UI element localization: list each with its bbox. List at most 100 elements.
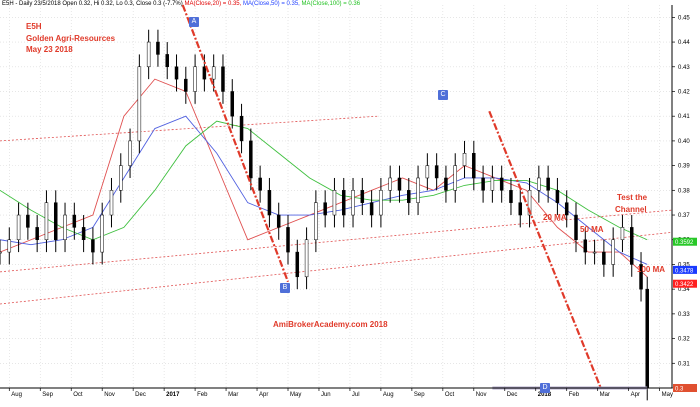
x-tick-label: May [662,392,673,398]
ma50-annotation: 50 MA [580,225,604,234]
price-candle [453,165,457,191]
price-candle [629,227,634,265]
x-tick-label: Jun [321,392,331,398]
x-tick-label: May [290,392,301,398]
test-channel-label-2: Channel [615,205,647,214]
tag-layer: 0.3592 0.3478 0.3422 0.3 [673,237,697,393]
watermark: AmiBrokerAcademy.com 2018 [273,320,388,329]
test-channel-label-1: Test the [617,193,648,202]
x-tick-label: Nov [476,392,487,398]
x-tick-label: Apr [631,392,640,398]
price-candle [564,202,569,216]
x-tick-label: Nov [104,392,115,398]
price-candle [639,264,643,290]
price-candle [0,251,2,254]
trendline [488,110,602,389]
price-candle [91,239,95,253]
price-tag-label: 0.3 [675,387,684,393]
price-candle [499,177,504,191]
price-candle [72,214,77,228]
ma100-header: MA(Close,100) = 0.36 [301,1,361,7]
price-candle [407,190,411,203]
channel-line [0,231,673,305]
x-tick-label: Aug [11,392,22,398]
price-candle [211,66,216,80]
price-candle [472,153,476,179]
ma-line-20-ma [0,78,648,278]
price-candle [592,251,597,254]
price-candle [369,202,374,216]
price-candle [221,66,225,92]
symbol-label: E5H [26,22,42,31]
y-tick-label: 0.39 [678,164,690,170]
x-tick-label: 2018 [538,392,552,398]
price-candle [645,288,649,389]
price-candle [481,177,485,191]
price-candle [230,91,235,117]
price-candle [53,202,58,240]
channel-line [0,209,673,273]
x-tick-label: 2017 [166,392,180,398]
price-candle [434,165,439,179]
price-tag-label: 0.3592 [675,240,694,246]
price-tag-label: 0.3422 [675,282,694,288]
price-candle [193,66,197,92]
trendline [181,4,290,283]
price-candle [63,214,67,240]
price-candle [360,190,365,203]
price-candle [341,190,346,216]
y-tick-label: 0.44 [678,40,690,46]
price-candle [462,153,467,166]
y-tick-label: 0.38 [678,188,690,194]
price-candle [379,190,383,216]
price-tag [673,237,697,246]
price-candle [351,190,355,216]
y-tick-label: 0.43 [678,65,690,71]
price-candle [323,202,327,216]
price-candle [249,140,253,179]
price-candle [425,165,430,179]
price-candle [546,177,550,191]
channel-layer [0,115,673,305]
y-tick-label: 0.40 [678,139,690,145]
x-tick-label: Feb [569,392,580,398]
price-candle [137,66,142,142]
y-tick-label: 0.35 [678,262,690,268]
point-d-marker: D [540,383,550,393]
x-tick-label: Sep [42,392,53,398]
y-tick-label: 0.34 [678,287,690,293]
trend-layer [181,4,648,390]
price-candle [81,227,86,240]
price-candle [184,78,188,92]
price-candle [295,251,300,278]
y-tick-label: 0.33 [678,312,690,318]
price-candle [583,239,588,253]
price-candle [611,239,615,265]
x-tick-label: Aug [383,392,394,398]
point-b-marker: B [280,283,290,293]
x-tick-label: Jul [352,392,360,398]
channel-line [0,115,378,142]
price-candle [16,214,21,240]
price-candle [444,177,448,191]
ticker-info: E5H - Daily 23/5/2018 Open 0.32, Hi 0.32… [2,1,183,7]
price-candle [267,190,272,216]
price-candle [286,227,290,253]
x-tick-label: Feb [197,392,208,398]
x-tick-label: Oct [445,392,455,398]
price-candle [388,177,392,191]
ma-line-100-ma [0,120,648,241]
price-candle [156,41,160,55]
y-tick-label: 0.42 [678,89,690,95]
price-candle [574,214,578,240]
price-candle [44,202,49,240]
price-candle [239,115,244,142]
point-a-marker: A [189,17,199,27]
price-candle [7,239,12,253]
ma100-annotation: 100 MA [637,265,666,274]
price-tag-label: 0.3478 [675,268,694,274]
price-candle [165,54,169,68]
price-candle [397,177,402,191]
price-tag [673,279,697,288]
